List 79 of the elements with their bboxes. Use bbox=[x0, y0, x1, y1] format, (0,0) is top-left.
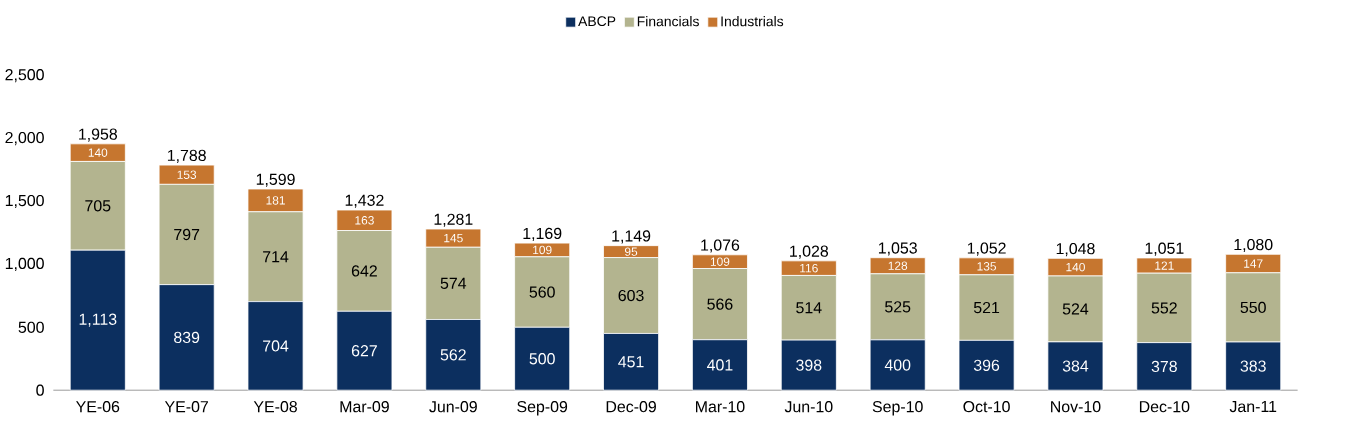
x-tick-label: Sep-10 bbox=[872, 401, 923, 416]
x-tick-label: Dec-09 bbox=[606, 401, 656, 413]
data-label: 514 bbox=[796, 302, 822, 314]
x-tick-label: Sep-09 bbox=[517, 401, 568, 416]
legend-label: Financials bbox=[637, 16, 699, 27]
total-label: 1,028 bbox=[790, 245, 829, 259]
x-tick-label: YE-06 bbox=[76, 401, 120, 413]
data-label: 109 bbox=[533, 245, 552, 255]
data-label: 140 bbox=[88, 148, 108, 157]
x-tick-label: Jun-09 bbox=[429, 401, 477, 413]
data-label: 562 bbox=[440, 349, 466, 361]
total-label: 1,169 bbox=[523, 227, 562, 241]
data-label: 550 bbox=[1240, 301, 1266, 314]
data-label: 400 bbox=[884, 359, 911, 371]
total-label: 1,788 bbox=[167, 149, 206, 163]
data-label: 128 bbox=[888, 261, 908, 270]
data-label: 384 bbox=[1062, 360, 1089, 372]
x-tick-label: Nov-10 bbox=[1051, 401, 1101, 413]
data-label: 140 bbox=[1066, 262, 1085, 272]
total-label: 1,076 bbox=[701, 239, 740, 253]
data-label: 797 bbox=[174, 228, 200, 241]
total-label: 1,051 bbox=[1145, 242, 1184, 256]
data-label: 378 bbox=[1151, 360, 1177, 373]
total-label: 1,053 bbox=[878, 242, 917, 256]
data-label: 524 bbox=[1062, 303, 1089, 315]
data-label: 163 bbox=[355, 216, 374, 225]
y-tick-label: 1,500 bbox=[5, 194, 44, 209]
data-label: 135 bbox=[977, 262, 997, 271]
x-tick-label: Jun-10 bbox=[784, 401, 833, 413]
x-tick-label: Mar-09 bbox=[340, 401, 389, 413]
data-label: 642 bbox=[351, 265, 377, 277]
data-label: 566 bbox=[707, 298, 733, 310]
data-label: 398 bbox=[796, 359, 822, 371]
data-label: 704 bbox=[263, 340, 289, 352]
data-label: 714 bbox=[263, 251, 289, 263]
data-label: 121 bbox=[1155, 261, 1174, 270]
total-label: 1,048 bbox=[1056, 242, 1095, 257]
total-label: 1,052 bbox=[967, 242, 1006, 256]
x-tick-label: YE-07 bbox=[164, 401, 208, 413]
x-tick-label: Jan-11 bbox=[1229, 401, 1277, 413]
total-label: 1,432 bbox=[345, 194, 384, 208]
y-tick-label: 2,000 bbox=[5, 131, 44, 146]
y-tick-label: 1,000 bbox=[5, 257, 44, 271]
data-label: 147 bbox=[1244, 259, 1263, 268]
data-label: 705 bbox=[85, 200, 111, 212]
data-label: 500 bbox=[529, 353, 555, 365]
data-label: 1,113 bbox=[79, 313, 117, 327]
y-tick-label: 0 bbox=[36, 384, 44, 396]
data-label: 627 bbox=[351, 345, 377, 357]
data-label: 153 bbox=[177, 170, 197, 179]
x-tick-label: YE-08 bbox=[253, 401, 297, 413]
legend-label: ABCP bbox=[578, 16, 616, 27]
data-label: 552 bbox=[1151, 302, 1177, 314]
y-tick-label: 2,500 bbox=[5, 69, 44, 83]
legend-label: Industrials bbox=[721, 16, 784, 27]
data-label: 116 bbox=[800, 263, 818, 273]
total-label: 1,080 bbox=[1234, 238, 1273, 253]
total-label: 1,281 bbox=[434, 213, 473, 227]
y-tick-label: 500 bbox=[18, 321, 44, 333]
x-tick-label: Dec-10 bbox=[1139, 401, 1190, 413]
x-tick-label: Oct-10 bbox=[963, 401, 1010, 413]
x-tick-label: Mar-10 bbox=[696, 401, 745, 413]
data-label: 560 bbox=[529, 286, 555, 298]
data-label: 181 bbox=[266, 196, 285, 205]
data-label: 383 bbox=[1240, 360, 1266, 372]
data-label: 145 bbox=[444, 233, 463, 243]
total-label: 1,599 bbox=[256, 173, 295, 187]
data-label: 839 bbox=[174, 331, 200, 344]
total-label: 1,149 bbox=[612, 230, 651, 244]
data-label: 109 bbox=[710, 257, 730, 266]
data-label: 574 bbox=[440, 277, 467, 289]
data-label: 521 bbox=[973, 301, 1000, 314]
total-label: 1,958 bbox=[79, 128, 118, 142]
data-label: 401 bbox=[707, 359, 733, 371]
data-label: 603 bbox=[618, 289, 644, 302]
data-label: 525 bbox=[885, 301, 911, 313]
data-label: 95 bbox=[624, 247, 638, 256]
data-label: 396 bbox=[973, 359, 1000, 371]
data-label: 451 bbox=[618, 356, 644, 368]
